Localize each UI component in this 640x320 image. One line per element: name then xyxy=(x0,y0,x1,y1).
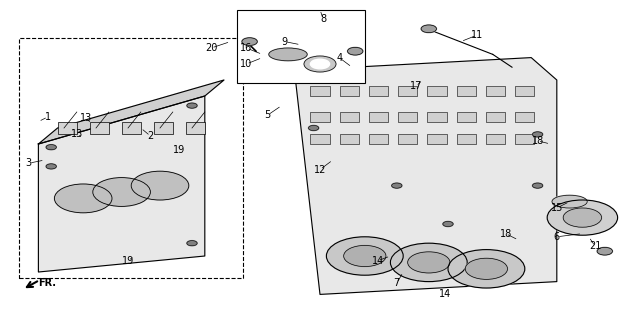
Bar xyxy=(457,112,476,122)
Text: 15: 15 xyxy=(550,203,563,213)
Bar xyxy=(122,122,141,134)
Circle shape xyxy=(597,247,612,255)
Bar xyxy=(398,134,417,144)
Bar xyxy=(428,134,447,144)
Bar xyxy=(310,86,330,96)
Text: 20: 20 xyxy=(205,43,218,53)
Bar xyxy=(340,86,359,96)
Circle shape xyxy=(408,252,450,273)
Text: 5: 5 xyxy=(264,110,271,120)
Text: 18: 18 xyxy=(531,136,544,146)
Bar xyxy=(515,86,534,96)
Polygon shape xyxy=(38,96,205,272)
Text: 9: 9 xyxy=(282,36,288,47)
Circle shape xyxy=(390,243,467,282)
Text: 21: 21 xyxy=(589,241,602,252)
Bar xyxy=(398,112,417,122)
Circle shape xyxy=(242,38,257,45)
Circle shape xyxy=(532,183,543,188)
Bar xyxy=(428,112,447,122)
Text: 19: 19 xyxy=(173,145,186,156)
Bar xyxy=(369,86,388,96)
Polygon shape xyxy=(294,58,557,294)
Text: 13: 13 xyxy=(70,129,83,140)
Bar xyxy=(340,112,359,122)
Circle shape xyxy=(448,250,525,288)
Bar xyxy=(457,86,476,96)
Text: 14: 14 xyxy=(371,256,384,266)
Circle shape xyxy=(187,103,197,108)
Text: 13: 13 xyxy=(80,113,93,124)
Bar xyxy=(398,86,417,96)
Bar xyxy=(310,112,330,122)
Bar xyxy=(486,112,505,122)
Circle shape xyxy=(547,200,618,235)
Bar xyxy=(369,134,388,144)
Text: 4: 4 xyxy=(336,52,342,63)
Text: 16: 16 xyxy=(240,43,253,53)
Circle shape xyxy=(93,178,150,206)
Circle shape xyxy=(304,56,336,72)
Circle shape xyxy=(326,237,403,275)
Ellipse shape xyxy=(269,48,307,61)
Bar xyxy=(369,112,388,122)
Circle shape xyxy=(131,171,189,200)
Text: 3: 3 xyxy=(26,158,32,168)
Circle shape xyxy=(465,258,508,279)
Bar xyxy=(515,112,534,122)
Text: 17: 17 xyxy=(410,81,422,92)
Bar xyxy=(154,122,173,134)
Bar xyxy=(310,134,330,144)
Text: FR.: FR. xyxy=(38,278,56,288)
Text: 1: 1 xyxy=(45,112,51,122)
Circle shape xyxy=(187,241,197,246)
Bar xyxy=(186,122,205,134)
Circle shape xyxy=(563,208,602,227)
Circle shape xyxy=(348,47,363,55)
Bar xyxy=(457,134,476,144)
Bar xyxy=(58,122,77,134)
Circle shape xyxy=(344,245,386,267)
Text: 14: 14 xyxy=(438,289,451,300)
Circle shape xyxy=(310,59,330,69)
Text: 2: 2 xyxy=(147,131,154,141)
Text: 10: 10 xyxy=(240,59,253,69)
Circle shape xyxy=(532,132,543,137)
Circle shape xyxy=(46,145,56,150)
Circle shape xyxy=(421,25,436,33)
Text: 11: 11 xyxy=(470,30,483,40)
Circle shape xyxy=(308,125,319,131)
Circle shape xyxy=(443,221,453,227)
Text: 6: 6 xyxy=(554,232,560,242)
Bar xyxy=(90,122,109,134)
Ellipse shape xyxy=(552,195,588,208)
Bar xyxy=(515,134,534,144)
Bar xyxy=(428,86,447,96)
Polygon shape xyxy=(38,80,224,144)
Circle shape xyxy=(54,184,112,213)
Bar xyxy=(486,86,505,96)
Text: 19: 19 xyxy=(122,256,134,266)
Circle shape xyxy=(392,183,402,188)
Text: 7: 7 xyxy=(394,278,400,288)
Circle shape xyxy=(46,164,56,169)
Text: 12: 12 xyxy=(314,164,326,175)
Text: 18: 18 xyxy=(499,228,512,239)
FancyBboxPatch shape xyxy=(237,10,365,83)
Text: 8: 8 xyxy=(320,14,326,24)
Bar xyxy=(340,134,359,144)
Bar xyxy=(486,134,505,144)
